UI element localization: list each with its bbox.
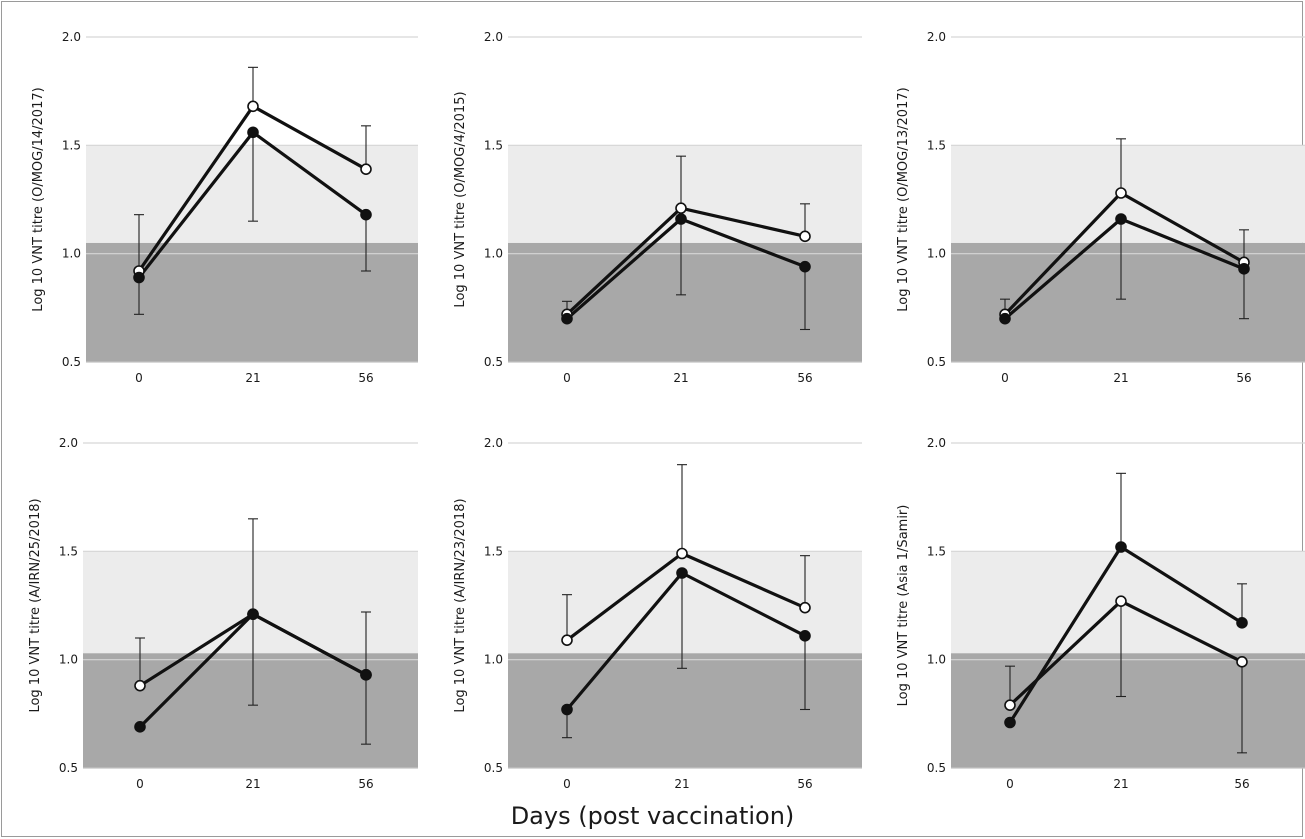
y-tick-label: 2.0 — [927, 30, 946, 44]
data-point-filled — [999, 312, 1011, 325]
y-tick-label: 1.0 — [59, 653, 78, 667]
data-point-filled — [247, 608, 259, 620]
x-tick-label: 0 — [1001, 371, 1009, 385]
y-tick-label: 1.5 — [62, 138, 81, 152]
data-point-open — [799, 230, 811, 243]
y-tick-label: 1.0 — [484, 247, 503, 261]
shaded-band-low — [508, 242, 862, 362]
x-axis-title: Days (post vaccination) — [510, 802, 795, 830]
data-point-filled — [133, 271, 145, 284]
x-tick-label: 21 — [1113, 777, 1128, 791]
y-tick-label: 2.0 — [59, 436, 78, 450]
data-point-open — [1115, 187, 1127, 199]
x-tick-label: 56 — [1236, 371, 1251, 385]
y-axis-label: Log 10 VNT titre (O/MOG/13/2017) — [896, 87, 911, 311]
x-tick-label: 0 — [136, 777, 144, 791]
data-point-filled — [561, 312, 573, 325]
data-point-filled — [675, 213, 687, 225]
y-axis-label: Log 10 VNT titre (A/IRN/25/2018) — [28, 498, 43, 712]
data-point-filled — [360, 208, 372, 221]
data-point-filled — [134, 721, 146, 733]
data-point-open — [799, 601, 811, 614]
y-axis-label: Log 10 VNT titre (O/MOG/14/2017) — [31, 87, 46, 311]
y-tick-label: 1.0 — [484, 653, 503, 667]
chart-panel-1: 0.5 1.0 1.5 2.0 0 21 56 Log 10 VNT titre (O/MOG… — [31, 30, 418, 385]
y-tick-label: 1.0 — [927, 653, 946, 667]
data-point-filled — [1115, 213, 1127, 225]
x-tick-label: 56 — [797, 371, 812, 385]
y-tick-label: 1.5 — [927, 544, 946, 558]
y-axis-label: Log 10 VNT titre (Asia 1/Samir) — [896, 505, 911, 707]
data-point-filled — [561, 703, 573, 716]
shaded-band-low — [508, 653, 862, 768]
y-tick-label: 2.0 — [484, 30, 503, 44]
x-tick-label: 21 — [673, 371, 688, 385]
shaded-band-mid — [508, 145, 862, 243]
shaded-band-mid — [86, 145, 418, 243]
x-tick-label: 0 — [135, 371, 143, 385]
data-point-open — [1004, 699, 1016, 711]
data-point-open — [675, 202, 687, 214]
shaded-band-low — [951, 653, 1305, 768]
data-point-filled — [676, 567, 688, 579]
y-tick-label: 0.5 — [484, 761, 503, 775]
chart-panel-2: 0.5 1.0 1.5 2.0 0 21 56 Log 10 VNT titre (O/MOG… — [453, 30, 862, 385]
shaded-band-mid — [951, 145, 1305, 243]
data-point-filled — [1004, 716, 1016, 729]
x-tick-label: 0 — [563, 777, 571, 791]
data-point-open — [247, 100, 259, 113]
y-tick-label: 1.0 — [927, 247, 946, 261]
x-tick-label: 56 — [1234, 777, 1249, 791]
y-tick-label: 1.0 — [62, 247, 81, 261]
data-point-open — [676, 547, 688, 560]
y-axis-label: Log 10 VNT titre (O/MOG/4/2015) — [453, 91, 468, 307]
y-tick-label: 2.0 — [484, 436, 503, 450]
x-tick-label: 21 — [674, 777, 689, 791]
data-point-filled — [247, 126, 259, 139]
x-tick-label: 21 — [245, 371, 260, 385]
x-tick-label: 0 — [1006, 777, 1014, 791]
y-tick-label: 1.5 — [484, 138, 503, 152]
y-tick-label: 1.5 — [927, 138, 946, 152]
y-tick-label: 2.0 — [62, 30, 81, 44]
y-tick-label: 1.5 — [484, 544, 503, 558]
x-tick-label: 21 — [1113, 371, 1128, 385]
x-tick-label: 56 — [358, 371, 373, 385]
y-tick-label: 0.5 — [927, 761, 946, 775]
chart-panel-5: 0.5 1.0 1.5 2.0 0 21 56 Log 10 VNT titre (A/IRN… — [453, 436, 862, 791]
y-tick-label: 0.5 — [62, 355, 81, 369]
data-point-open — [1236, 656, 1248, 668]
data-point-open — [1115, 595, 1127, 607]
y-tick-label: 1.5 — [59, 544, 78, 558]
shaded-band-low — [951, 242, 1305, 362]
shaded-band-low — [86, 242, 418, 362]
x-tick-label: 56 — [358, 777, 373, 791]
data-point-filled — [1238, 263, 1250, 275]
data-point-filled — [1115, 541, 1127, 553]
y-tick-label: 0.5 — [484, 355, 503, 369]
y-tick-label: 0.5 — [59, 761, 78, 775]
x-tick-label: 0 — [563, 371, 571, 385]
x-tick-label: 56 — [797, 777, 812, 791]
shaded-band-mid — [951, 551, 1305, 654]
data-point-filled — [799, 630, 811, 642]
chart-panel-4: 0.5 1.0 1.5 2.0 0 21 56 Log 10 VNT titre (A/IRN… — [28, 436, 418, 791]
x-tick-label: 21 — [245, 777, 260, 791]
y-tick-label: 2.0 — [927, 436, 946, 450]
data-point-filled — [1236, 617, 1248, 629]
shaded-band-mid — [83, 551, 418, 654]
y-axis-label: Log 10 VNT titre (A/IRN/23/2018) — [453, 498, 468, 712]
data-point-open — [360, 163, 372, 175]
data-point-filled — [360, 669, 372, 681]
data-point-open — [561, 634, 573, 646]
data-point-open — [134, 679, 146, 692]
chart-panel-6: 0.5 1.0 1.5 2.0 0 21 56 Log 10 VNT titre (Asia … — [896, 436, 1305, 791]
y-tick-label: 0.5 — [927, 355, 946, 369]
data-point-filled — [799, 260, 811, 273]
chart-panel-3: 0.5 1.0 1.5 2.0 0 21 56 Log 10 VNT titre (O/MOG… — [896, 30, 1305, 385]
